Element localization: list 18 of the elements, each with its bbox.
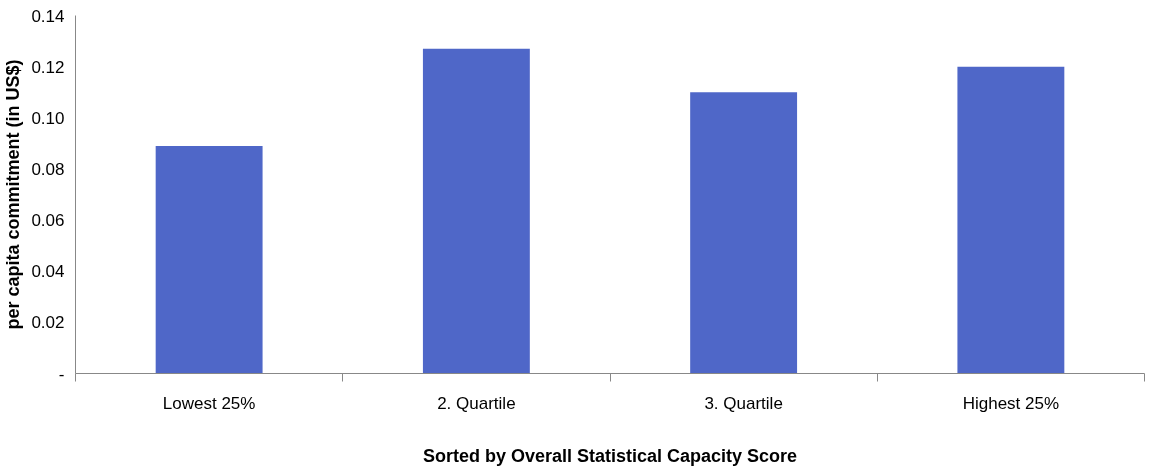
y-tick-label: 0.02	[31, 313, 65, 333]
bar	[422, 48, 530, 374]
y-tick-label: 0.08	[31, 159, 65, 179]
y-tick-label: 0.12	[31, 57, 65, 77]
y-tick-label: 0.14	[31, 6, 65, 26]
x-axis-title: Sorted by Overall Statistical Capacity Score	[422, 445, 798, 466]
y-axis-title: per capita commitment (in US$)	[3, 59, 24, 330]
y-tick-label: 0.10	[31, 108, 65, 128]
x-tick-label: 2. Quartile	[437, 393, 516, 413]
x-tick-label: 3. Quartile	[704, 393, 783, 413]
y-tick-label: 0.04	[31, 262, 65, 282]
y-tick-label: 0.06	[31, 211, 65, 231]
x-tick-label: Highest 25%	[962, 393, 1060, 413]
bar	[155, 145, 263, 374]
y-tick-label: -	[58, 364, 65, 384]
bar	[957, 66, 1065, 374]
x-tick-label: Lowest 25%	[162, 393, 256, 413]
bar	[690, 92, 798, 374]
